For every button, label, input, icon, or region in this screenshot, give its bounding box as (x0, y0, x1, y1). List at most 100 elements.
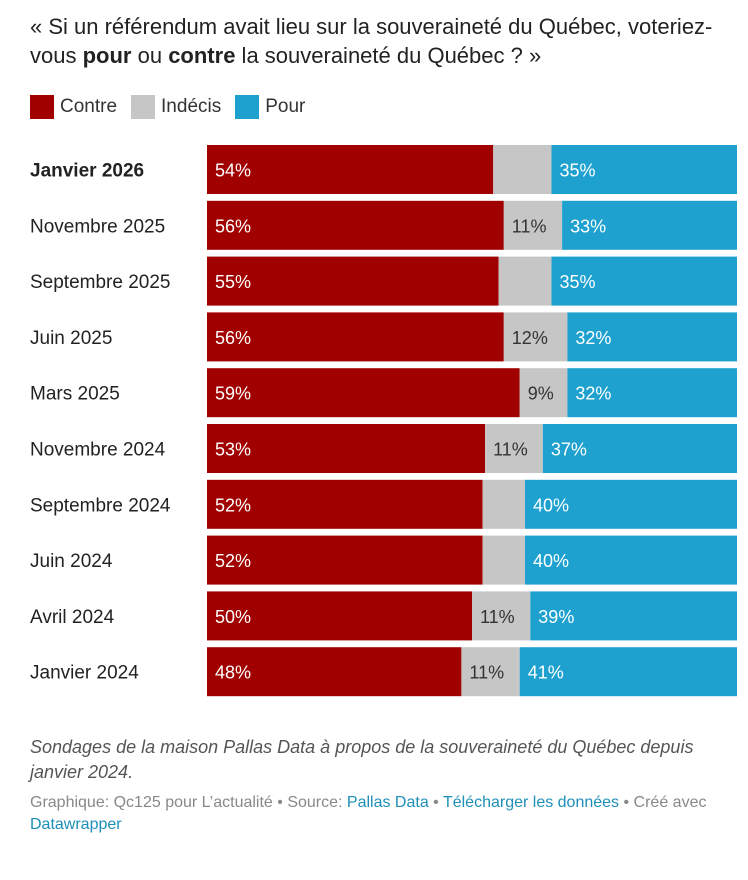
bar-row: Novembre 2024 53% 11% 37% (30, 424, 737, 473)
bar-segment-pour (542, 424, 737, 473)
bar-segment-indecis (493, 145, 552, 194)
legend-item-pour: Pour (235, 95, 305, 119)
row-label: Septembre 2024 (30, 495, 171, 516)
bar-row: Janvier 2026 54% 35% (30, 145, 737, 194)
legend-swatch-contre (30, 95, 54, 119)
data-label-contre: 50% (215, 607, 251, 627)
bar-segment-indecis (519, 368, 568, 418)
data-label-contre: 54% (215, 161, 251, 181)
bar-row: Novembre 2025 56% 11% 33% (30, 200, 737, 250)
data-label-pour: 32% (575, 384, 611, 404)
bar-row: Juin 2024 52% 40% (30, 535, 737, 585)
bar-segment-indecis (485, 424, 543, 473)
row-label: Janvier 2026 (30, 161, 144, 182)
source-link[interactable]: Pallas Data (346, 794, 429, 811)
data-label-indecis: 11% (493, 440, 528, 460)
legend-swatch-indecis (131, 95, 156, 119)
data-label-pour: 41% (528, 663, 564, 683)
bar-segment-pour (530, 591, 737, 641)
bar-segment-pour (551, 145, 737, 194)
data-label-contre: 55% (215, 272, 251, 292)
data-label-pour: 35% (560, 161, 596, 181)
legend-item-indecis: Indécis (131, 95, 221, 119)
bar-segment-pour (525, 479, 737, 529)
data-label-pour: 32% (575, 328, 611, 348)
data-label-indecis: 11% (512, 216, 547, 236)
bar-row: Septembre 2025 55% 35% (30, 256, 737, 306)
bar-segment-pour (562, 200, 737, 250)
title-text: « Si un référendum avait lieu sur la sou… (30, 14, 713, 68)
bar-segment-pour (551, 256, 737, 306)
data-label-contre: 52% (215, 495, 251, 515)
data-label-pour: 37% (551, 440, 587, 460)
bar-row: Juin 2025 56% 12% 32% (30, 312, 737, 362)
row-label: Juin 2025 (30, 328, 112, 349)
bar-segment-indecis (461, 647, 520, 697)
data-label-pour: 33% (570, 216, 606, 236)
data-label-indecis: 11% (480, 607, 515, 627)
title-bold-pour: pour (82, 43, 132, 68)
data-label-contre: 59% (215, 384, 251, 404)
bar-segment-contre (207, 256, 499, 306)
data-label-pour: 39% (538, 607, 574, 627)
bar-segment-indecis (498, 256, 552, 306)
credit-text: Graphique: Qc125 pour L’actualité (30, 794, 273, 811)
stacked-bar-chart: Janvier 2026 54% 35% Novembre 2025 56% 11% 33%… (30, 145, 737, 697)
separator: • (428, 794, 443, 811)
data-label-contre: 52% (215, 551, 251, 571)
bar-row: Septembre 2024 52% 40% (30, 479, 737, 529)
chart-description: Sondages de la maison Pallas Data à prop… (30, 737, 694, 782)
data-label-indecis: 11% (469, 663, 504, 683)
title-text: ou (131, 43, 169, 68)
title-text: la souveraineté du Québec ? » (235, 43, 542, 68)
chart-title: « Si un référendum avait lieu sur la sou… (30, 12, 730, 70)
legend-swatch-pour (235, 95, 260, 119)
row-label: Avril 2024 (30, 607, 115, 628)
bar-segment-pour (525, 535, 737, 585)
bar-segment-contre (207, 647, 462, 697)
data-label-contre: 56% (215, 328, 251, 348)
legend-label: Indécis (161, 96, 222, 117)
data-label-contre: 56% (215, 216, 251, 236)
bar-segment-pour (567, 312, 737, 362)
data-label-pour: 40% (533, 551, 569, 571)
source-label: • Source: (272, 794, 347, 811)
chart-footer: Graphique: Qc125 pour L’actualité • Sour… (30, 792, 730, 836)
legend: Contre Indécis Pour (30, 95, 319, 119)
download-data-link[interactable]: Télécharger les données (442, 794, 620, 811)
legend-label: Pour (265, 96, 306, 117)
row-label: Janvier 2024 (30, 663, 139, 684)
bar-row: Avril 2024 50% 11% 39% (30, 591, 737, 641)
created-with-label: • Créé avec (619, 794, 707, 811)
bar-segment-indecis (503, 200, 563, 250)
row-label: Mars 2025 (30, 384, 120, 405)
bar-segment-contre (207, 145, 494, 194)
row-label: Juin 2024 (30, 551, 113, 572)
bar-row: Janvier 2024 48% 11% 41% (30, 647, 737, 697)
bar-segment-pour (519, 647, 737, 697)
row-label: Septembre 2025 (30, 272, 171, 293)
bar-segment-indecis (482, 535, 525, 585)
bar-segment-contre (207, 424, 486, 473)
data-label-indecis: 12% (512, 328, 548, 348)
data-label-pour: 35% (560, 272, 596, 292)
data-label-contre: 48% (215, 663, 251, 683)
legend-item-contre: Contre (30, 95, 117, 119)
row-label: Novembre 2024 (30, 440, 166, 461)
bar-segment-contre (207, 479, 483, 529)
data-label-pour: 40% (533, 495, 569, 515)
title-bold-contre: contre (168, 43, 236, 68)
bar-segment-indecis (482, 479, 525, 529)
datawrapper-link[interactable]: Datawrapper (30, 816, 122, 833)
bar-segment-indecis (503, 312, 568, 362)
bar-segment-contre (207, 591, 472, 641)
bar-row: Mars 2025 59% 9% 32% (30, 368, 737, 418)
row-label: Novembre 2025 (30, 216, 165, 237)
bar-segment-contre (207, 200, 504, 250)
bar-segment-indecis (472, 591, 531, 641)
bar-segment-contre (207, 368, 520, 418)
data-label-contre: 53% (215, 440, 251, 460)
bar-segment-pour (567, 368, 737, 418)
bar-segment-contre (207, 312, 504, 362)
data-label-indecis: 9% (528, 384, 554, 404)
